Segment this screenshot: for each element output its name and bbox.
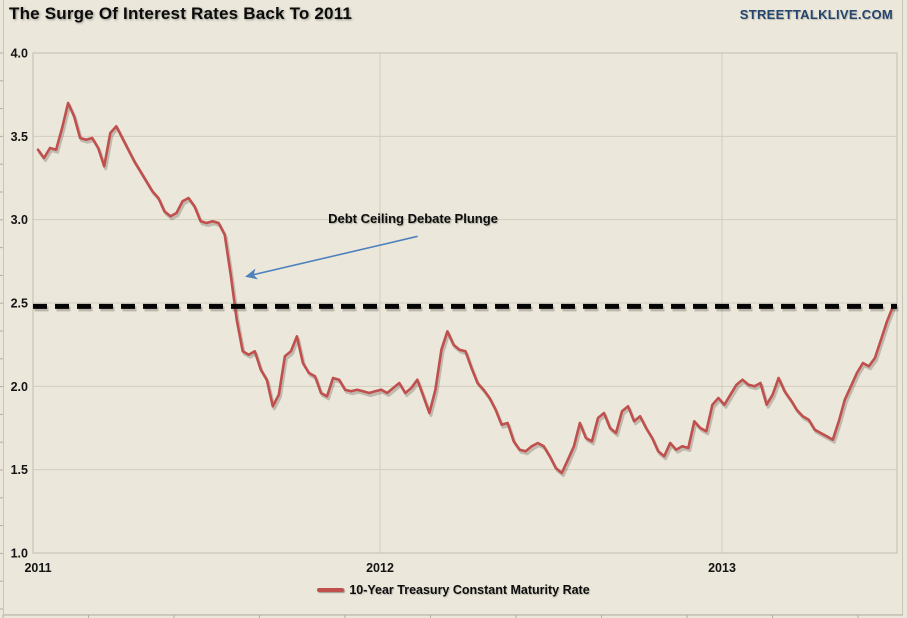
- annotation-arrow: [245, 235, 418, 280]
- y-axis-tick-label: 2.0: [11, 380, 28, 394]
- y-axis-tick-label: 1.0: [11, 547, 28, 561]
- treasury-rate-line-shadow: [38, 104, 896, 477]
- x-axis-tick-label: 2012: [366, 561, 394, 575]
- page-title: The Surge Of Interest Rates Back To 2011: [9, 4, 353, 23]
- brand-link[interactable]: STREETTALKLIVE.COM: [739, 7, 893, 22]
- y-axis-tick-label: 3.5: [11, 130, 28, 144]
- treasury-rate-line: [36, 101, 895, 475]
- y-axis-tick-label: 4.0: [11, 47, 28, 61]
- annotation-label: Debt Ceiling Debate Plunge: [328, 211, 498, 226]
- x-axis-tick-label: 2013: [708, 561, 736, 575]
- legend-line-swatch: [317, 588, 345, 592]
- frame-edge-left: [3, 0, 4, 615]
- legend-label: 10-Year Treasury Constant Maturity Rate: [349, 583, 590, 597]
- plot-border: [32, 52, 898, 554]
- legend: 10-Year Treasury Constant Maturity Rate: [0, 583, 907, 597]
- y-axis-tick-label: 1.5: [11, 463, 28, 477]
- title-bar: The Surge Of Interest Rates Back To 2011…: [0, 0, 907, 32]
- frame-edge-right: [902, 0, 903, 615]
- frame-edge-bottom: [3, 614, 903, 615]
- x-axis-tick-label: 2011: [24, 561, 51, 575]
- y-axis-tick-label: 3.0: [11, 213, 28, 227]
- y-axis-tick-label: 2.5: [11, 297, 28, 311]
